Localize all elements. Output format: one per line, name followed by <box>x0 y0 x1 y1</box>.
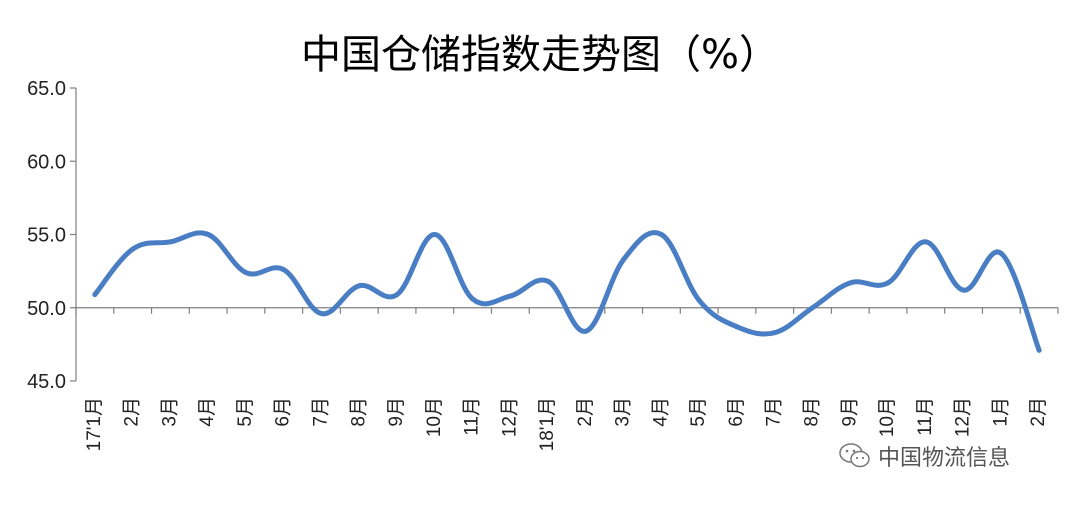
data-point <box>961 287 967 293</box>
wechat-logo-icon <box>839 443 870 468</box>
x-tick-label: 12月 <box>953 397 974 437</box>
data-point <box>545 278 551 284</box>
x-tick-label: 2月 <box>575 397 596 427</box>
x-tick-label: 8月 <box>802 397 823 427</box>
data-point <box>923 239 929 245</box>
data-point <box>243 270 249 276</box>
axes: 45.0 50.0 55.0 60.0 65.0 17'1月 2月 3月 4月 5月 6月 7月 8月 9… <box>27 78 1059 451</box>
x-tick-label: 4月 <box>650 397 671 427</box>
data-point <box>847 280 853 286</box>
x-tick-label: 1月 <box>990 397 1011 427</box>
x-tick-label: 2月 <box>1028 397 1049 427</box>
data-point <box>810 305 815 311</box>
x-tick-label: 4月 <box>197 397 218 427</box>
series-line <box>92 230 1042 353</box>
x-tick-label: 7月 <box>764 397 785 427</box>
x-tick-label: 6月 <box>726 397 747 427</box>
y-tick-label: 65.0 <box>27 78 66 100</box>
data-point <box>356 283 362 289</box>
x-tick-label: 10月 <box>877 397 898 437</box>
data-point <box>583 328 589 334</box>
data-point <box>734 324 740 330</box>
data-point <box>885 280 891 286</box>
plot-area <box>92 230 1042 353</box>
data-point <box>281 267 287 273</box>
data-point <box>205 232 211 237</box>
y-tick-label: 50.0 <box>27 298 66 320</box>
y-tick-label: 45.0 <box>27 371 66 393</box>
data-point <box>167 239 173 245</box>
y-tick-label: 60.0 <box>27 151 66 173</box>
watermark-text: 中国物流信息 <box>878 446 1011 471</box>
data-point <box>319 311 324 317</box>
y-tick-label: 55.0 <box>27 225 66 247</box>
x-tick-label: 5月 <box>235 397 256 427</box>
x-tick-label: 18'1月 <box>537 397 558 451</box>
x-tick-label: 10月 <box>424 397 445 437</box>
x-tick-label: 11月 <box>462 397 483 436</box>
data-point <box>432 232 438 237</box>
x-tick-label: 17'1月 <box>84 397 105 451</box>
x-tick-label: 12月 <box>499 397 520 437</box>
x-tick-label: 9月 <box>839 397 860 427</box>
data-point <box>130 246 136 252</box>
data-point <box>621 256 627 262</box>
data-point <box>1036 347 1042 353</box>
data-point <box>470 296 476 302</box>
x-tick-label: 7月 <box>311 397 332 427</box>
data-point <box>92 292 98 298</box>
x-tick-label: 5月 <box>688 397 709 427</box>
watermark: 中国物流信息 <box>838 440 1010 472</box>
data-point <box>394 292 400 298</box>
x-tick-label: 8月 <box>348 397 369 427</box>
data-point <box>658 232 664 237</box>
data-point <box>772 330 778 336</box>
x-tick-label: 2月 <box>122 397 143 427</box>
chart-title: 中国仓储指数走势图（%） <box>300 32 779 78</box>
x-tick-label: 3月 <box>159 397 180 427</box>
x-tick-label: 3月 <box>613 397 634 427</box>
data-point <box>696 297 702 303</box>
data-point <box>998 251 1004 257</box>
x-tick-label: 6月 <box>273 397 294 427</box>
x-tick-label: 11月 <box>915 397 936 436</box>
data-point <box>507 293 513 299</box>
x-tick-label: 9月 <box>386 397 407 427</box>
